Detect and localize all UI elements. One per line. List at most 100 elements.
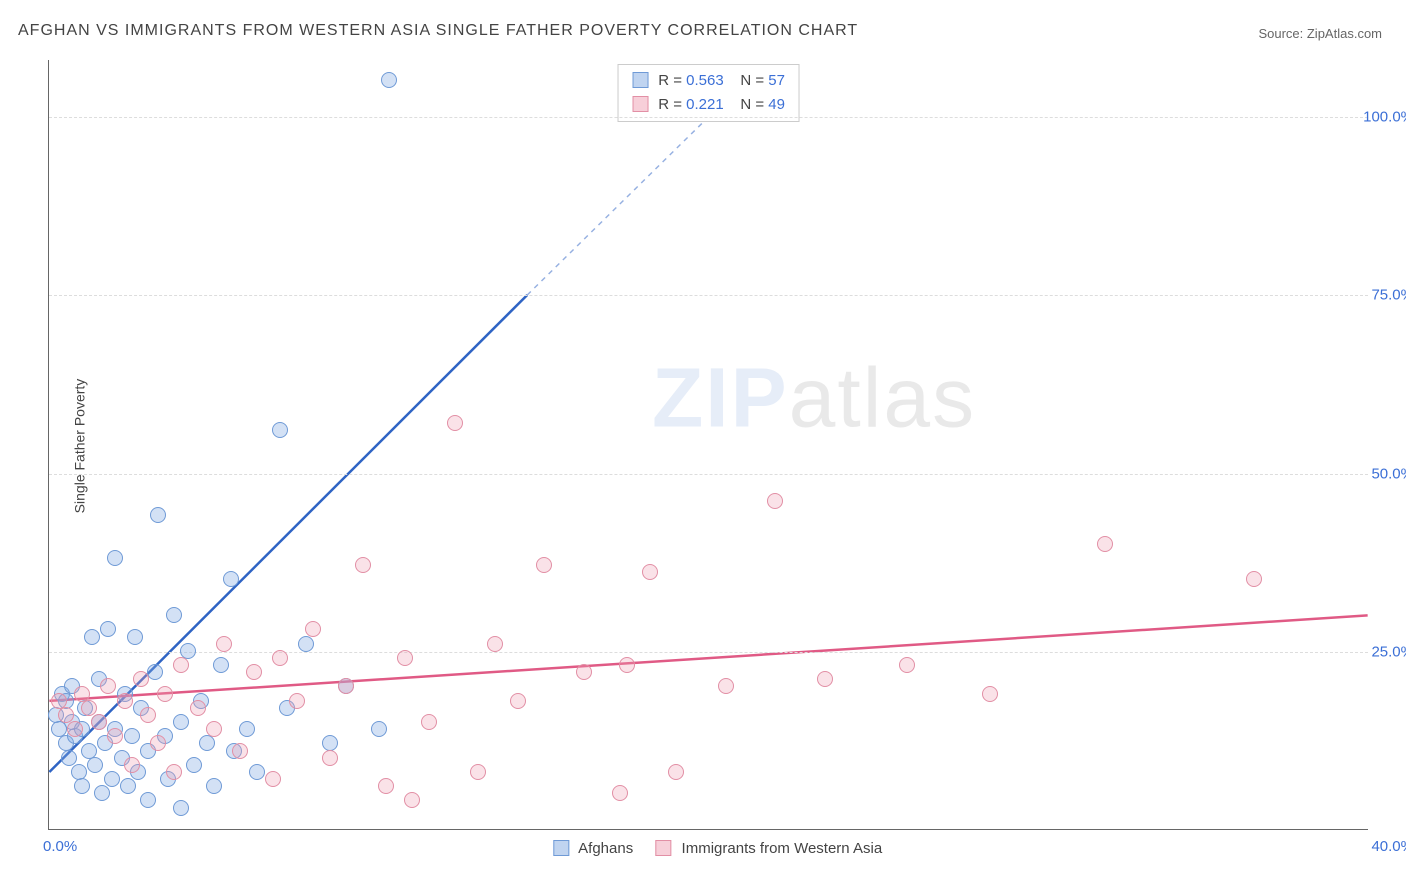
plot-area: ZIPatlas R = 0.563 N = 57 R = 0.221 N = … bbox=[48, 60, 1368, 830]
data-point bbox=[272, 422, 288, 438]
legend-swatch-pink bbox=[655, 840, 671, 856]
data-point bbox=[206, 778, 222, 794]
data-point bbox=[213, 657, 229, 673]
data-point bbox=[612, 785, 628, 801]
data-point bbox=[1097, 536, 1113, 552]
data-point bbox=[239, 721, 255, 737]
data-point bbox=[470, 764, 486, 780]
data-point bbox=[74, 778, 90, 794]
legend-swatch bbox=[632, 96, 648, 112]
data-point bbox=[246, 664, 262, 680]
data-point bbox=[1246, 571, 1262, 587]
ytick-label: 50.0% bbox=[1371, 465, 1406, 482]
data-point bbox=[206, 721, 222, 737]
data-point bbox=[173, 800, 189, 816]
data-point bbox=[232, 743, 248, 759]
data-point bbox=[338, 678, 354, 694]
data-point bbox=[305, 621, 321, 637]
data-point bbox=[94, 785, 110, 801]
data-point bbox=[223, 571, 239, 587]
data-point bbox=[87, 757, 103, 773]
data-point bbox=[619, 657, 635, 673]
data-point bbox=[249, 764, 265, 780]
data-point bbox=[186, 757, 202, 773]
ytick-label: 100.0% bbox=[1363, 109, 1406, 126]
data-point bbox=[190, 700, 206, 716]
data-point bbox=[381, 72, 397, 88]
data-point bbox=[510, 693, 526, 709]
gridline bbox=[49, 652, 1368, 653]
data-point bbox=[447, 415, 463, 431]
data-point bbox=[117, 693, 133, 709]
data-point bbox=[355, 557, 371, 573]
data-point bbox=[817, 671, 833, 687]
data-point bbox=[84, 629, 100, 645]
data-point bbox=[272, 650, 288, 666]
data-point bbox=[100, 678, 116, 694]
data-point bbox=[371, 721, 387, 737]
data-point bbox=[140, 792, 156, 808]
data-point bbox=[397, 650, 413, 666]
gridline bbox=[49, 295, 1368, 296]
data-point bbox=[487, 636, 503, 652]
legend-label-2: Immigrants from Western Asia bbox=[682, 840, 883, 857]
data-point bbox=[166, 764, 182, 780]
data-point bbox=[124, 728, 140, 744]
data-point bbox=[668, 764, 684, 780]
data-point bbox=[982, 686, 998, 702]
data-point bbox=[140, 707, 156, 723]
data-point bbox=[166, 607, 182, 623]
legend-correlation: R = 0.563 N = 57 R = 0.221 N = 49 bbox=[617, 64, 800, 122]
data-point bbox=[61, 750, 77, 766]
data-point bbox=[718, 678, 734, 694]
data-point bbox=[120, 778, 136, 794]
data-point bbox=[107, 550, 123, 566]
legend-row: R = 0.563 N = 57 bbox=[632, 69, 785, 93]
legend-series: Afghans Immigrants from Western Asia bbox=[535, 840, 882, 857]
data-point bbox=[899, 657, 915, 673]
xtick-label: 0.0% bbox=[43, 838, 77, 855]
data-point bbox=[199, 735, 215, 751]
xtick-label: 40.0% bbox=[1371, 838, 1406, 855]
data-point bbox=[642, 564, 658, 580]
data-point bbox=[81, 700, 97, 716]
legend-row: R = 0.221 N = 49 bbox=[632, 93, 785, 117]
data-point bbox=[378, 778, 394, 794]
ytick-label: 75.0% bbox=[1371, 287, 1406, 304]
ytick-label: 25.0% bbox=[1371, 643, 1406, 660]
data-point bbox=[216, 636, 232, 652]
data-point bbox=[150, 735, 166, 751]
data-point bbox=[71, 764, 87, 780]
data-point bbox=[576, 664, 592, 680]
data-point bbox=[536, 557, 552, 573]
data-point bbox=[767, 493, 783, 509]
data-point bbox=[157, 686, 173, 702]
data-point bbox=[421, 714, 437, 730]
data-point bbox=[133, 671, 149, 687]
data-point bbox=[58, 707, 74, 723]
trend-lines bbox=[49, 60, 1368, 829]
data-point bbox=[173, 657, 189, 673]
data-point bbox=[127, 629, 143, 645]
data-point bbox=[100, 621, 116, 637]
data-point bbox=[265, 771, 281, 787]
data-point bbox=[107, 728, 123, 744]
gridline bbox=[49, 117, 1368, 118]
data-point bbox=[298, 636, 314, 652]
data-point bbox=[289, 693, 305, 709]
data-point bbox=[67, 721, 83, 737]
data-point bbox=[173, 714, 189, 730]
chart-title: AFGHAN VS IMMIGRANTS FROM WESTERN ASIA S… bbox=[18, 22, 858, 40]
legend-swatch-blue bbox=[553, 840, 569, 856]
legend-label-1: Afghans bbox=[578, 840, 633, 857]
data-point bbox=[104, 771, 120, 787]
legend-swatch bbox=[632, 72, 648, 88]
data-point bbox=[124, 757, 140, 773]
data-point bbox=[91, 714, 107, 730]
gridline bbox=[49, 474, 1368, 475]
data-point bbox=[322, 750, 338, 766]
source-label: Source: ZipAtlas.com bbox=[1258, 26, 1382, 41]
watermark: ZIPatlas bbox=[652, 350, 976, 447]
data-point bbox=[150, 507, 166, 523]
data-point bbox=[404, 792, 420, 808]
